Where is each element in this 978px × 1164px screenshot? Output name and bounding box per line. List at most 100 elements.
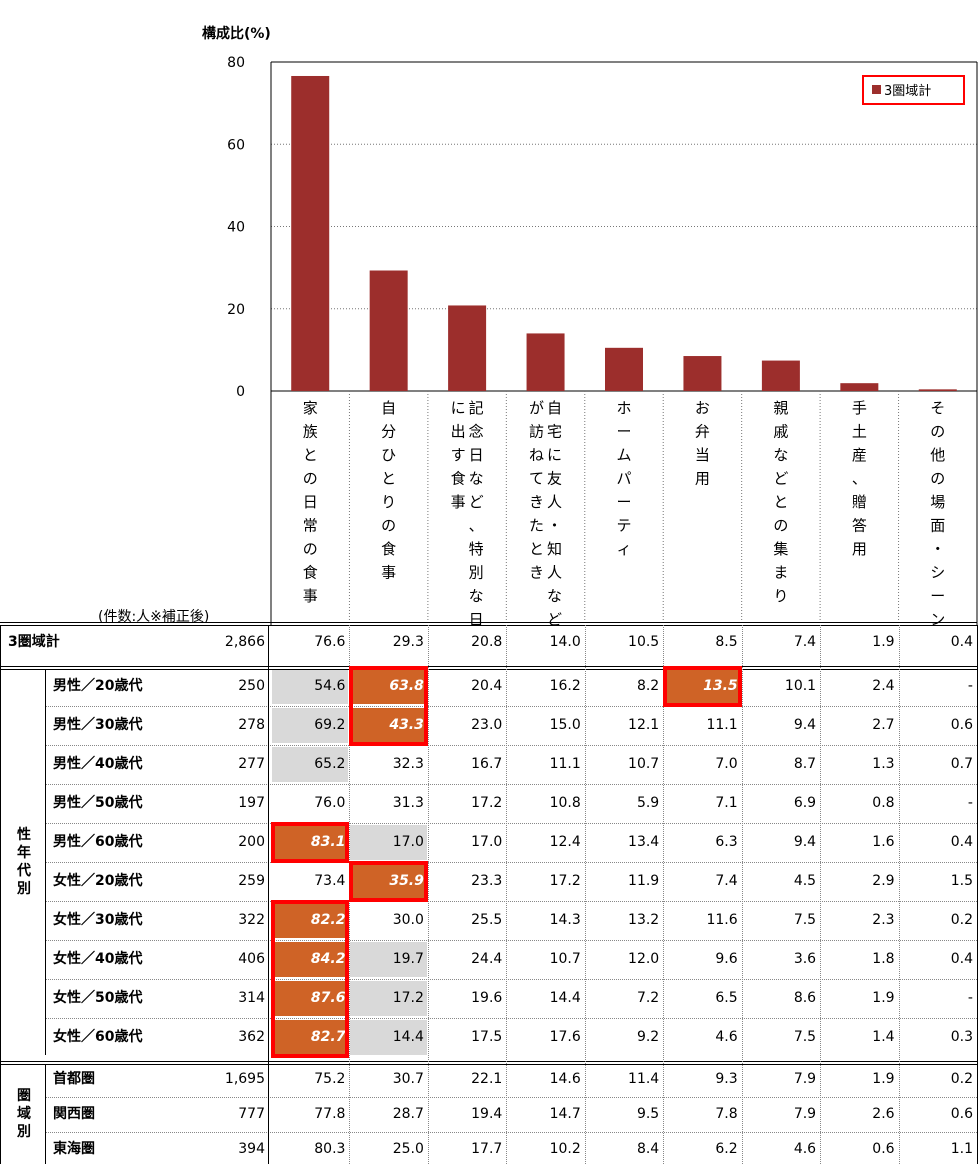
table-cell: 0.2 [950, 1071, 973, 1087]
row-divider [45, 901, 977, 902]
category-label-char: 食 [451, 470, 466, 488]
table-cell: 76.6 [314, 634, 346, 650]
table-cell: 2.9 [872, 873, 895, 889]
category-label-char: 宅 [547, 423, 562, 441]
category-label-char: 家 [303, 399, 318, 417]
row-label: 男性／20歳代 [53, 678, 143, 694]
category-label-char: ま [773, 564, 788, 582]
bar [840, 383, 879, 391]
table-cell: 69.2 [272, 708, 349, 743]
table-cell: 7.0 [715, 756, 738, 772]
category-label-char: ひ [381, 446, 396, 464]
table-cell: 14.0 [549, 634, 581, 650]
category-label-char: 、 [469, 517, 484, 535]
row-count: 406 [238, 951, 265, 967]
table-cell: 7.2 [636, 990, 660, 1006]
column-divider [663, 625, 665, 1164]
group-divider [45, 669, 46, 1055]
table-cell: 7.9 [793, 1106, 817, 1122]
table-cell: 84.2 [272, 942, 349, 977]
table-cell: 8.5 [715, 634, 738, 650]
bar [291, 75, 330, 392]
table-cell: 43.3 [350, 708, 427, 743]
category-label-char: ー [616, 423, 631, 441]
table-cell: 14.6 [549, 1071, 581, 1087]
bar [761, 360, 800, 391]
table-cell: 8.4 [636, 1141, 660, 1157]
table-cell: 3.6 [793, 951, 817, 967]
category-label-char: ・ [547, 517, 562, 535]
table-cell: 10.7 [549, 951, 581, 967]
category-label-char: 面 [930, 517, 945, 535]
table-cell: 9.6 [715, 951, 738, 967]
category-label-char: の [381, 517, 396, 535]
y-axis-label: 構成比(%) [202, 25, 271, 42]
count-column-border [268, 625, 269, 1164]
category-label-char: 贈 [852, 493, 867, 511]
category-label-char: シ [930, 564, 945, 582]
table-cell: 10.5 [628, 634, 660, 650]
table-cell: 14.4 [549, 990, 581, 1006]
table-cell: 14.4 [350, 1020, 427, 1055]
column-divider [506, 625, 508, 1164]
table-cell: 1.6 [872, 834, 895, 850]
bar [448, 305, 487, 391]
category-label-char: 日 [303, 493, 318, 511]
row-divider [45, 745, 977, 746]
row-count: 394 [238, 1141, 265, 1157]
table-cell: 11.1 [549, 756, 581, 772]
table-cell: 22.1 [471, 1071, 503, 1087]
table-cell: 24.4 [471, 951, 503, 967]
category-label-char: す [451, 446, 466, 464]
bar [683, 356, 722, 391]
table-cell: 10.8 [549, 795, 581, 811]
row-divider [45, 940, 977, 941]
table-cell: 1.9 [872, 1071, 895, 1087]
table-cell: 31.3 [392, 795, 424, 811]
table-cell: 0.4 [950, 834, 973, 850]
table-cell: 28.7 [392, 1106, 424, 1122]
row-divider [45, 823, 977, 824]
table-cell: 0.6 [872, 1141, 895, 1157]
row-count: 250 [238, 678, 265, 694]
table-cell: 17.2 [549, 873, 581, 889]
category-label-char: ど [773, 470, 788, 488]
row-count: 362 [238, 1029, 265, 1045]
table-cell: 20.4 [471, 678, 503, 694]
column-divider [584, 625, 586, 1164]
category-label-char: り [381, 493, 396, 511]
category-label-char: 当 [695, 446, 710, 464]
category-label-char: 用 [852, 540, 867, 558]
table-cell: 17.6 [549, 1029, 581, 1045]
category-label-char: た [529, 517, 544, 535]
row-count: 1,695 [224, 1071, 265, 1087]
table-cell: 1.4 [872, 1029, 895, 1045]
table-cell: 65.2 [272, 747, 349, 782]
table-cell: 0.6 [950, 717, 973, 733]
table-cell: 25.5 [471, 912, 503, 928]
table-cell: 87.6 [272, 981, 349, 1016]
group-top-border [0, 1061, 977, 1062]
category-label-char: ィ [616, 540, 631, 558]
group-top-border-inner [0, 669, 977, 670]
group-divider [45, 1064, 46, 1164]
table-cell: 14.7 [549, 1106, 581, 1122]
category-label-char: 、 [852, 470, 867, 488]
table-cell: 75.2 [314, 1071, 346, 1087]
y-tick-label: 20 [227, 302, 245, 318]
category-label-char: 特 [469, 540, 484, 558]
table-cell: 9.2 [636, 1029, 660, 1045]
table-cell: 13.5 [664, 669, 741, 704]
category-label-char: 知 [547, 540, 562, 558]
table-cell: 2.3 [872, 912, 895, 928]
row-count: 2,866 [224, 634, 265, 650]
y-tick-label: 0 [236, 384, 245, 400]
category-label-char: そ [930, 399, 945, 417]
table-cell: 1.8 [872, 951, 895, 967]
category-label-char: に [451, 399, 466, 417]
category-label-char: 食 [381, 540, 396, 558]
y-tick-label: 40 [227, 220, 245, 236]
category-label-char: と [303, 446, 318, 464]
table-cell: 11.9 [628, 873, 660, 889]
category-label-char: て [529, 470, 544, 488]
